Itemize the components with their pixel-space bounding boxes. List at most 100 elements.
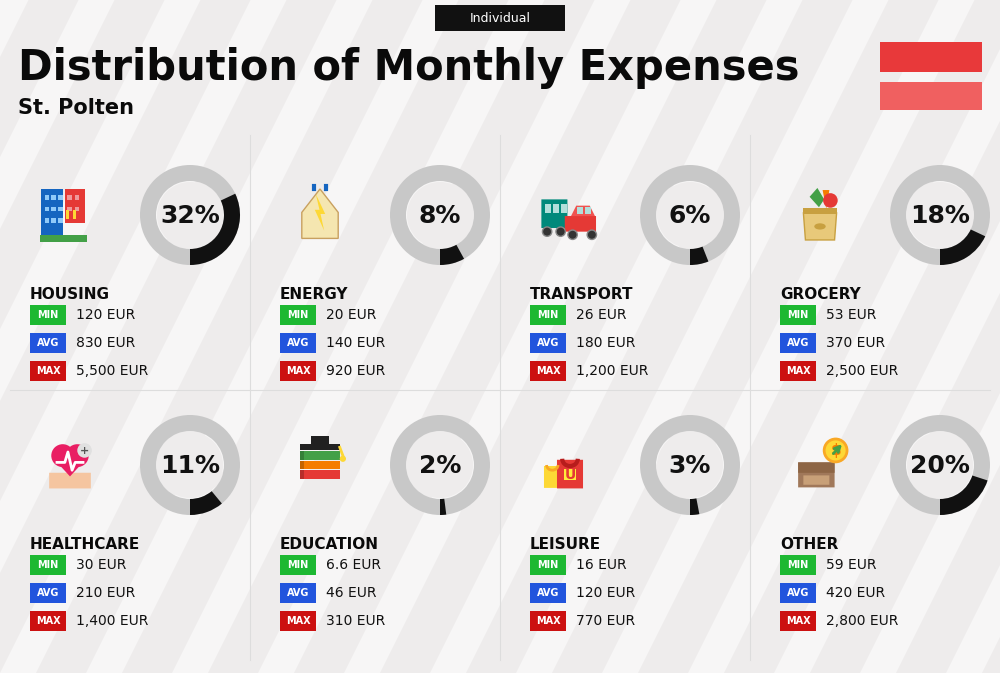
Polygon shape — [0, 0, 28, 673]
FancyBboxPatch shape — [585, 207, 591, 215]
FancyBboxPatch shape — [541, 199, 567, 228]
Ellipse shape — [814, 223, 826, 229]
Wedge shape — [890, 165, 990, 265]
Polygon shape — [516, 0, 889, 673]
Text: GROCERY: GROCERY — [780, 287, 861, 302]
Polygon shape — [52, 457, 88, 476]
Text: MAX: MAX — [286, 616, 310, 626]
FancyBboxPatch shape — [545, 203, 551, 213]
FancyBboxPatch shape — [780, 361, 816, 381]
FancyBboxPatch shape — [30, 333, 66, 353]
FancyBboxPatch shape — [75, 207, 79, 211]
Text: MAX: MAX — [36, 616, 60, 626]
FancyBboxPatch shape — [40, 235, 87, 242]
FancyBboxPatch shape — [280, 361, 316, 381]
FancyBboxPatch shape — [65, 189, 85, 223]
FancyBboxPatch shape — [73, 210, 76, 219]
FancyBboxPatch shape — [75, 195, 79, 200]
Text: 16 EUR: 16 EUR — [576, 558, 627, 572]
FancyBboxPatch shape — [577, 207, 583, 215]
Text: MAX: MAX — [36, 366, 60, 376]
FancyBboxPatch shape — [530, 333, 566, 353]
FancyBboxPatch shape — [780, 305, 816, 325]
FancyBboxPatch shape — [67, 207, 72, 211]
FancyBboxPatch shape — [553, 203, 559, 213]
Circle shape — [823, 193, 838, 208]
Text: 420 EUR: 420 EUR — [826, 586, 885, 600]
FancyBboxPatch shape — [280, 555, 316, 575]
FancyBboxPatch shape — [300, 470, 304, 479]
Circle shape — [157, 182, 223, 248]
Text: 18%: 18% — [910, 204, 970, 228]
Wedge shape — [440, 245, 464, 265]
FancyBboxPatch shape — [300, 461, 304, 469]
FancyBboxPatch shape — [803, 475, 829, 485]
Polygon shape — [774, 0, 1000, 673]
Text: 370 EUR: 370 EUR — [826, 336, 885, 350]
Text: 920 EUR: 920 EUR — [326, 364, 385, 378]
Polygon shape — [0, 0, 200, 673]
Circle shape — [657, 432, 723, 498]
FancyBboxPatch shape — [45, 207, 49, 211]
Circle shape — [66, 444, 89, 467]
FancyBboxPatch shape — [780, 583, 816, 603]
FancyBboxPatch shape — [300, 461, 340, 469]
Text: St. Polten: St. Polten — [18, 98, 134, 118]
FancyBboxPatch shape — [557, 460, 583, 489]
Wedge shape — [440, 499, 446, 515]
FancyBboxPatch shape — [435, 5, 565, 31]
Text: MIN: MIN — [787, 310, 809, 320]
Text: AVG: AVG — [287, 338, 309, 348]
FancyBboxPatch shape — [30, 305, 66, 325]
FancyBboxPatch shape — [565, 216, 596, 232]
Text: 310 EUR: 310 EUR — [326, 614, 385, 628]
Text: $: $ — [830, 443, 841, 458]
Text: MAX: MAX — [786, 366, 810, 376]
Text: MAX: MAX — [536, 616, 560, 626]
Wedge shape — [690, 499, 699, 515]
Text: TRANSPORT: TRANSPORT — [530, 287, 634, 302]
Circle shape — [340, 456, 346, 462]
Text: AVG: AVG — [537, 338, 559, 348]
Circle shape — [556, 227, 565, 236]
Circle shape — [51, 444, 74, 467]
Text: 30 EUR: 30 EUR — [76, 558, 126, 572]
Polygon shape — [302, 189, 338, 238]
FancyBboxPatch shape — [300, 444, 340, 450]
FancyBboxPatch shape — [544, 466, 561, 488]
Text: MIN: MIN — [537, 560, 559, 570]
Text: 6%: 6% — [669, 204, 711, 228]
Text: 2,800 EUR: 2,800 EUR — [826, 614, 898, 628]
Text: MAX: MAX — [536, 366, 560, 376]
Polygon shape — [86, 0, 458, 673]
FancyBboxPatch shape — [530, 361, 566, 381]
Wedge shape — [690, 246, 708, 265]
Text: 1,400 EUR: 1,400 EUR — [76, 614, 148, 628]
Polygon shape — [946, 0, 1000, 673]
Text: HOUSING: HOUSING — [30, 287, 110, 302]
Circle shape — [568, 230, 577, 240]
Text: 46 EUR: 46 EUR — [326, 586, 376, 600]
Text: MIN: MIN — [37, 310, 59, 320]
FancyBboxPatch shape — [300, 452, 340, 460]
Text: 2%: 2% — [419, 454, 461, 478]
Polygon shape — [602, 0, 974, 673]
Text: AVG: AVG — [37, 338, 59, 348]
FancyBboxPatch shape — [49, 472, 91, 489]
Wedge shape — [940, 476, 988, 515]
Polygon shape — [803, 213, 837, 240]
Polygon shape — [258, 0, 631, 673]
Text: MIN: MIN — [287, 560, 309, 570]
Wedge shape — [140, 165, 240, 265]
FancyBboxPatch shape — [530, 611, 566, 631]
FancyBboxPatch shape — [58, 207, 63, 211]
Text: 1,200 EUR: 1,200 EUR — [576, 364, 648, 378]
Text: MIN: MIN — [537, 310, 559, 320]
Text: U: U — [564, 468, 576, 483]
FancyBboxPatch shape — [530, 583, 566, 603]
FancyBboxPatch shape — [280, 583, 316, 603]
Polygon shape — [860, 0, 1000, 673]
Wedge shape — [390, 165, 490, 265]
FancyBboxPatch shape — [798, 462, 835, 487]
FancyBboxPatch shape — [561, 203, 567, 213]
